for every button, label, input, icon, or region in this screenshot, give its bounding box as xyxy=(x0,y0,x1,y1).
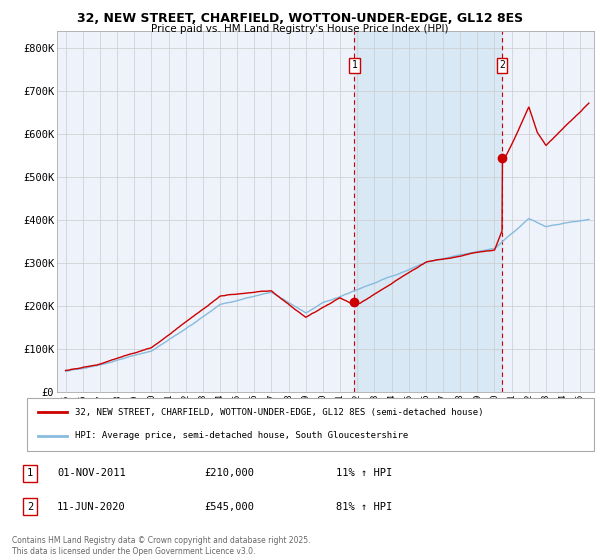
Text: 11% ↑ HPI: 11% ↑ HPI xyxy=(336,468,392,478)
Text: HPI: Average price, semi-detached house, South Gloucestershire: HPI: Average price, semi-detached house,… xyxy=(75,431,409,440)
Text: Contains HM Land Registry data © Crown copyright and database right 2025.
This d: Contains HM Land Registry data © Crown c… xyxy=(12,536,311,556)
Text: 1: 1 xyxy=(352,60,357,70)
Text: 1: 1 xyxy=(27,468,33,478)
Text: 81% ↑ HPI: 81% ↑ HPI xyxy=(336,502,392,512)
FancyBboxPatch shape xyxy=(27,398,594,451)
Text: 11-JUN-2020: 11-JUN-2020 xyxy=(57,502,126,512)
Text: Price paid vs. HM Land Registry's House Price Index (HPI): Price paid vs. HM Land Registry's House … xyxy=(151,24,449,34)
Text: £545,000: £545,000 xyxy=(204,502,254,512)
Text: 32, NEW STREET, CHARFIELD, WOTTON-UNDER-EDGE, GL12 8ES (semi-detached house): 32, NEW STREET, CHARFIELD, WOTTON-UNDER-… xyxy=(75,408,484,417)
Text: 2: 2 xyxy=(499,60,505,70)
Bar xyxy=(355,31,502,392)
Text: 01-NOV-2011: 01-NOV-2011 xyxy=(57,468,126,478)
Text: £210,000: £210,000 xyxy=(204,468,254,478)
Text: 2: 2 xyxy=(27,502,33,512)
Text: 32, NEW STREET, CHARFIELD, WOTTON-UNDER-EDGE, GL12 8ES: 32, NEW STREET, CHARFIELD, WOTTON-UNDER-… xyxy=(77,12,523,25)
